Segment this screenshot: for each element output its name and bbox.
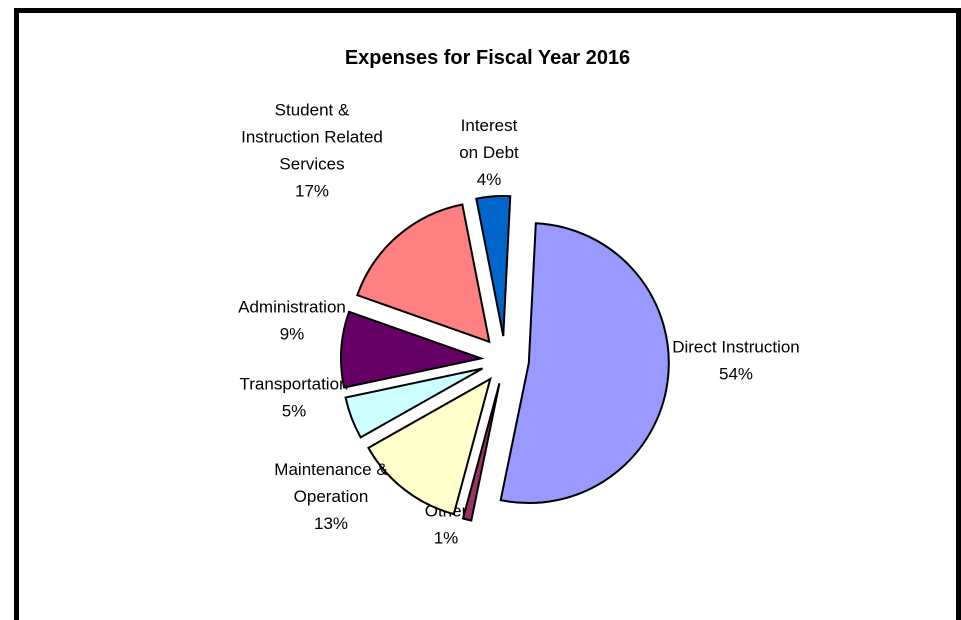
slice-category-label: Instruction Related: [241, 128, 383, 147]
pie-slice: [475, 195, 512, 337]
slice-percent-label: 9%: [280, 325, 305, 344]
slice-percent-label: 1%: [434, 529, 459, 548]
pie-slice: [340, 310, 485, 389]
pie-slice: [461, 383, 501, 522]
slice-category-label: Services: [279, 155, 344, 174]
pie-slice: [356, 203, 491, 344]
pie-slice: [344, 367, 484, 439]
slice-category-label: Interest: [461, 116, 518, 135]
slice-percent-label: 4%: [477, 170, 502, 189]
pie-slice: [499, 222, 670, 505]
slice-category-label: Operation: [294, 487, 369, 506]
slice-percent-label: 54%: [719, 365, 753, 384]
slice-category-label: on Debt: [459, 143, 519, 162]
pie-slice: [367, 376, 492, 516]
slice-category-label: Transportation: [240, 375, 349, 394]
slice-category-label: Maintenance &: [274, 460, 388, 479]
slice-category-label: Student &: [275, 101, 350, 120]
slice-category-label: Administration: [238, 298, 346, 317]
chart-frame: Expenses for Fiscal Year 2016: [14, 8, 961, 620]
slice-percent-label: 17%: [295, 182, 329, 201]
slice-category-label: Direct Instruction: [672, 338, 800, 357]
slice-percent-label: 13%: [314, 514, 348, 533]
slice-percent-label: 5%: [282, 402, 307, 421]
chart-title: Expenses for Fiscal Year 2016: [344, 47, 631, 69]
